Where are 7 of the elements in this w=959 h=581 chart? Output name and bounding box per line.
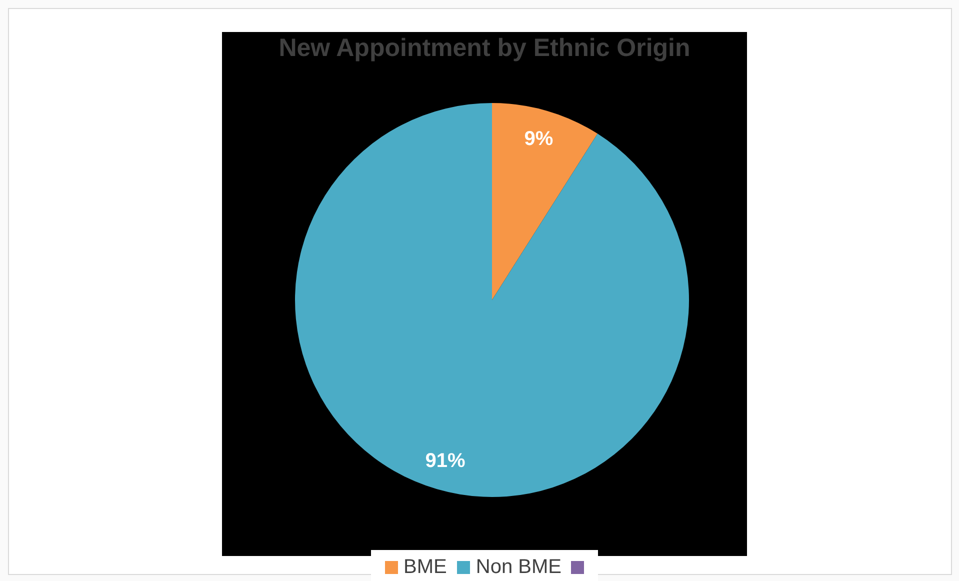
data-label: 9% bbox=[524, 128, 554, 150]
data-label: 91% bbox=[425, 450, 466, 472]
pie-slice bbox=[492, 103, 598, 300]
legend-label: Non BME bbox=[476, 556, 562, 579]
chart-title: New Appointment by Ethnic Origin bbox=[278, 34, 692, 63]
pie-slice bbox=[295, 103, 689, 497]
legend-label: BME bbox=[404, 556, 447, 579]
